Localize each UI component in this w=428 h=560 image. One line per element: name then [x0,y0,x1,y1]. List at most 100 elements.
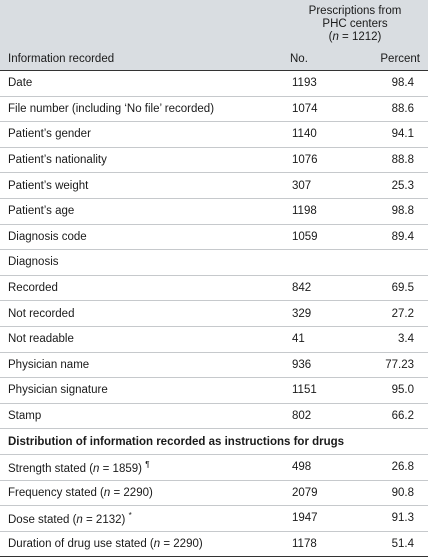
header-group-label: Prescriptions from PHC centers (n = 1212… [282,0,428,48]
table-row: Recorded 842 69.5 [0,275,428,302]
row-no: 498 [282,454,350,481]
n-var: n [153,537,161,550]
n-value: 1859 [112,462,139,475]
n-prefix: ( [146,537,154,550]
table-row: Patient’s age 1198 98.8 [0,198,428,225]
row-no: 1947 [282,505,350,532]
row-no: 1198 [282,198,350,225]
table-row: Diagnosis code 1059 89.4 [0,224,428,251]
row-percent: 95.0 [350,377,428,404]
group-line-1: Prescriptions from [308,5,402,17]
row-percent: 27.2 [350,300,428,327]
table-row: Patient’s weight 307 25.3 [0,172,428,199]
row-label: Dose stated (n = 2132) * [0,505,282,532]
row-label: Frequency stated (n = 2290) [0,480,282,507]
n-mid: = [110,486,124,499]
n-var: n [76,513,83,526]
row-label: Strength stated (n = 1859) ¶ [0,454,282,481]
n-value: 2132 [95,513,122,526]
row-percent: 98.4 [350,70,428,97]
n-prefix: ( [96,486,104,499]
table-row: Physician name 936 77.23 [0,352,428,379]
row-no: 842 [282,275,350,302]
header-row-group: Prescriptions from PHC centers (n = 1212… [0,0,428,48]
n-suffix: ) [121,513,126,526]
n-mid: = [82,513,96,526]
n-suffix: ) [198,537,203,550]
row-label: Recorded [0,275,282,302]
n-value: 2290 [173,537,199,550]
row-label: Diagnosis [0,249,282,276]
row-label: Patient’s nationality [0,147,282,174]
footnote-mark: * [128,510,132,520]
row-no: 1059 [282,224,350,251]
table-row: Dose stated (n = 2132) * 1947 91.3 [0,505,428,532]
n-var: n [103,486,111,499]
row-label: Patient’s gender [0,121,282,148]
row-label: Patient’s weight [0,172,282,199]
row-percent [350,249,428,276]
row-label: Patient’s age [0,198,282,225]
n-prefix: ( [69,513,77,526]
n-value: 2290 [123,486,149,499]
table-row: Not readable 41 3.4 [0,326,428,353]
n-var: n [93,462,100,475]
row-no: 1178 [282,531,350,558]
row-label: Physician name [0,352,282,379]
row-label: Date [0,70,282,97]
footnote-mark: ¶ [145,459,150,469]
row-percent: 89.4 [350,224,428,251]
table-body: Date 1193 98.4 File number (including ‘No … [0,70,428,558]
row-percent: 77.23 [350,352,428,379]
row-label: Not recorded [0,300,282,327]
row-no: 307 [282,172,350,199]
table-row: Frequency stated (n = 2290) 2079 90.8 [0,480,428,507]
header-blank [0,0,282,48]
row-percent: 88.8 [350,147,428,174]
row-no: 1151 [282,377,350,404]
drug-label: Strength stated [8,462,86,475]
table-row: Date 1193 98.4 [0,70,428,97]
n-prefix: ( [86,462,94,475]
table-row: Duration of drug use stated (n = 2290) 1… [0,531,428,558]
row-percent: 66.2 [350,403,428,430]
n-suffix: ) [138,462,142,475]
row-percent: 90.8 [350,480,428,507]
row-no: 1140 [282,121,350,148]
row-label: Diagnosis code [0,224,282,251]
column-header-info: Information recorded [0,48,282,71]
column-header-percent: Percent [350,48,428,71]
row-label: Not readable [0,326,282,353]
row-percent: 94.1 [350,121,428,148]
row-no: 329 [282,300,350,327]
table-row: Physician signature 1151 95.0 [0,377,428,404]
row-label: Stamp [0,403,282,430]
table-row: File number (including ‘No file’ recorde… [0,96,428,123]
row-label: Duration of drug use stated (n = 2290) [0,531,282,558]
drug-label: Duration of drug use stated [8,537,147,550]
row-no: 936 [282,352,350,379]
row-no: 1074 [282,96,350,123]
section-title: Distribution of information recorded as … [0,428,428,455]
table-row: Not recorded 329 27.2 [0,300,428,327]
header-row-columns: Information recorded No. Percent [0,48,428,71]
row-label: Physician signature [0,377,282,404]
group-n-open: ( [328,31,333,43]
row-no: 2079 [282,480,350,507]
row-percent: 3.4 [350,326,428,353]
row-percent: 51.4 [350,531,428,558]
group-n-var: n [332,31,339,43]
row-no: 1193 [282,70,350,97]
row-no: 41 [282,326,350,353]
table-row: Stamp 802 66.2 [0,403,428,430]
n-mid: = [160,537,174,550]
row-no: 802 [282,403,350,430]
row-percent: 91.3 [350,505,428,532]
table-row: Patient’s nationality 1076 88.8 [0,147,428,174]
group-line-2: PHC centers [322,18,388,30]
row-label: File number (including ‘No file’ recorde… [0,96,282,123]
row-percent: 98.8 [350,198,428,225]
row-no: 1076 [282,147,350,174]
drug-label: Frequency stated [8,486,97,499]
